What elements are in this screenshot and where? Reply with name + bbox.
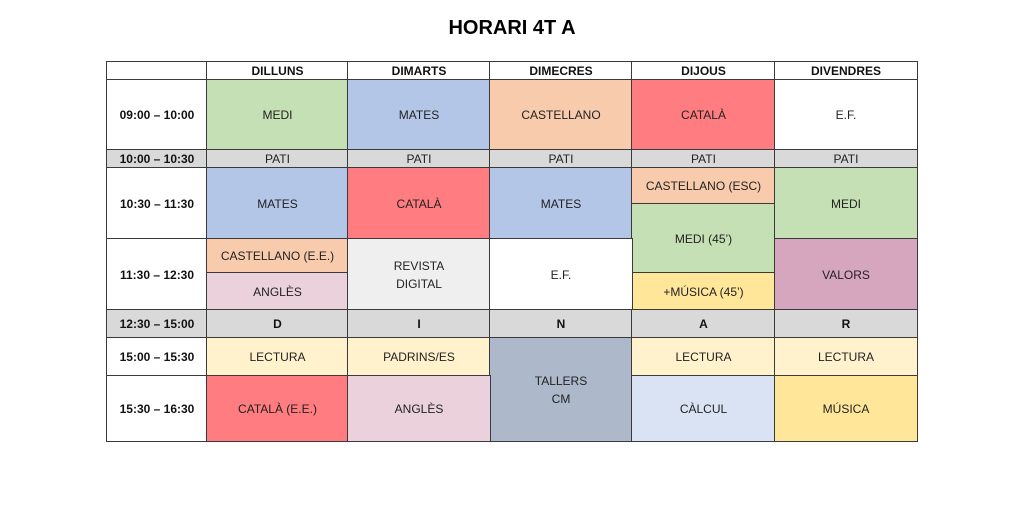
schedule-cell: PATI	[489, 149, 633, 169]
schedule-cell: N	[489, 309, 633, 339]
schedule-cell: MEDI	[206, 79, 349, 151]
schedule-cell: CATALÀ	[631, 79, 776, 151]
page-title: HORARI 4T A	[448, 17, 576, 39]
schedule-cell: MATES	[489, 167, 633, 240]
day-header: DIVENDRES	[774, 61, 918, 81]
time-label: 10:30 – 11:30	[106, 167, 208, 240]
schedule-cell: REVISTA DIGITAL	[347, 238, 491, 311]
schedule-cell: E.F.	[489, 238, 633, 311]
schedule-cell: CATALÀ	[347, 167, 491, 240]
schedule-cell: ANGLÈS	[206, 272, 349, 311]
schedule-cell: CASTELLANO (ESC)	[631, 167, 776, 205]
schedule-cell: D	[206, 309, 349, 339]
schedule-cell: CASTELLANO	[489, 79, 633, 151]
schedule-cell: LECTURA	[631, 337, 776, 377]
schedule-cell: LECTURA	[206, 337, 349, 377]
schedule-cell: E.F.	[774, 79, 918, 151]
time-label: 12:30 – 15:00	[106, 309, 208, 339]
schedule-cell: MEDI (45’)	[631, 203, 776, 274]
schedule-cell: PATI	[774, 149, 918, 169]
schedule-cell: PATI	[347, 149, 491, 169]
schedule-cell: VALORS	[774, 238, 918, 311]
time-label: 10:00 – 10:30	[106, 149, 208, 169]
time-label: 15:30 – 16:30	[106, 375, 208, 442]
time-label: 09:00 – 10:00	[106, 79, 208, 151]
schedule-cell: MEDI	[774, 167, 918, 240]
schedule-cell: PADRINS/ES	[347, 337, 491, 377]
schedule-cell: +MÚSICA (45’)	[631, 272, 776, 311]
corner-cell	[106, 61, 208, 81]
schedule-cell: LECTURA	[774, 337, 918, 377]
schedule-cell: MATES	[347, 79, 491, 151]
schedule-cell: MATES	[206, 167, 349, 240]
schedule-cell: TALLERS CM	[489, 337, 633, 442]
day-header: DIMARTS	[347, 61, 491, 81]
schedule-cell: R	[774, 309, 918, 339]
time-label: 15:00 – 15:30	[106, 337, 208, 377]
schedule-cell: CÀLCUL	[631, 375, 776, 442]
schedule-cell: PATI	[631, 149, 776, 169]
schedule-cell: CATALÀ (E.E.)	[206, 375, 349, 442]
schedule-cell: A	[631, 309, 776, 339]
schedule-cell: PATI	[206, 149, 349, 169]
schedule-cell: ANGLÈS	[347, 375, 491, 442]
schedule-cell: I	[347, 309, 491, 339]
time-label: 11:30 – 12:30	[106, 238, 208, 311]
schedule-cell: MÚSICA	[774, 375, 918, 442]
day-header: DIJOUS	[631, 61, 776, 81]
day-header: DILLUNS	[206, 61, 349, 81]
day-header: DIMECRES	[489, 61, 633, 81]
schedule-cell: CASTELLANO (E.E.)	[206, 238, 349, 274]
